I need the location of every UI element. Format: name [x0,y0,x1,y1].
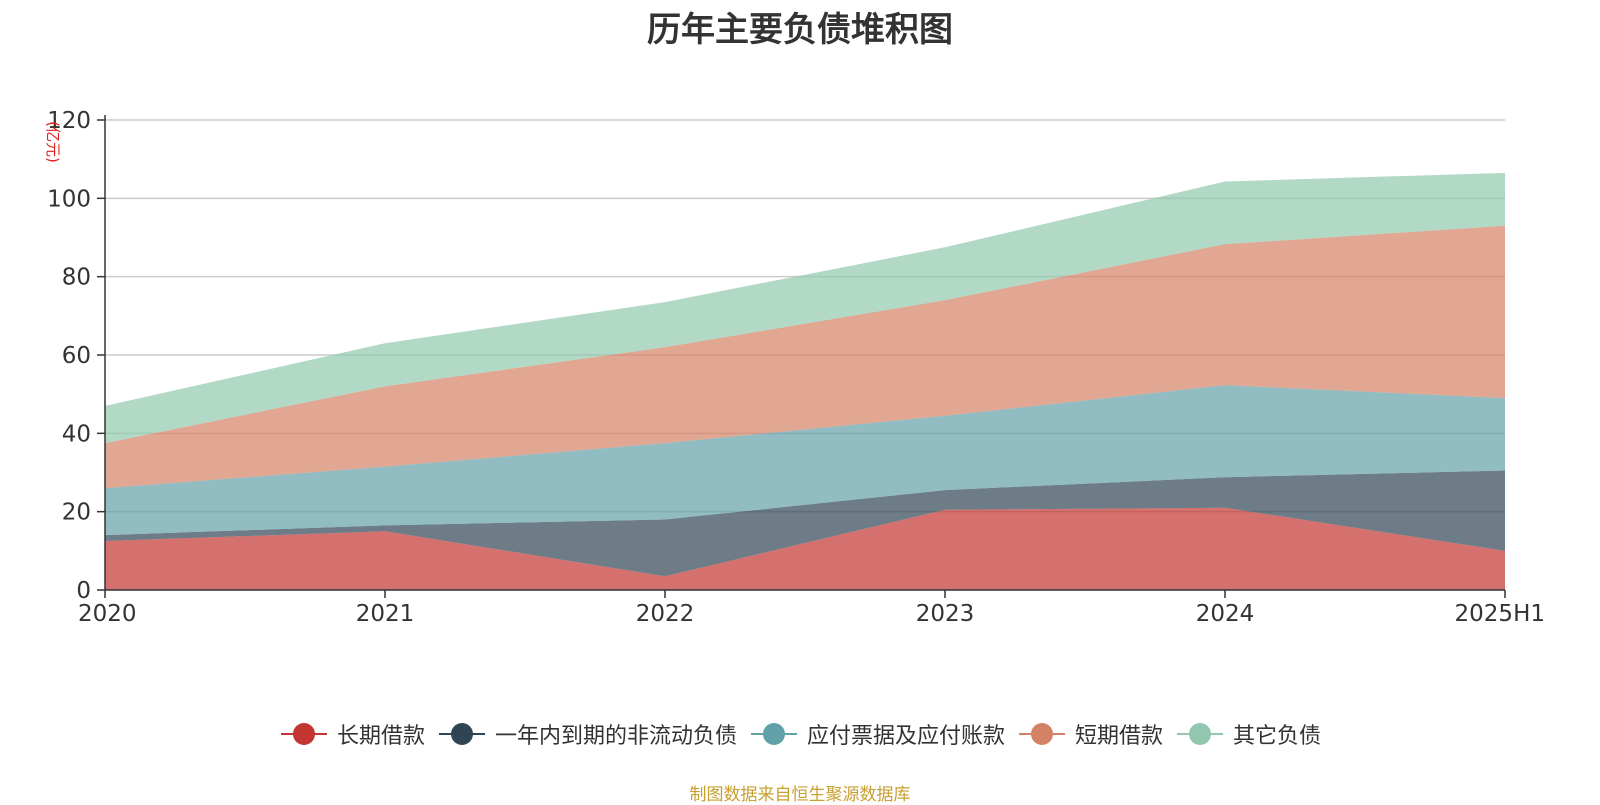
legend-label: 一年内到期的非流动负债 [494,724,737,749]
legend-label: 长期借款 [336,724,425,749]
series-area [105,507,1505,590]
series-area [105,470,1505,577]
legend-swatch-icon [438,723,485,745]
legend-swatch-icon [280,723,327,745]
x-tick-label: 2025H1 [1455,601,1545,627]
axes: 0 20 40 60 80 100 120 2020 2021 2022 2023 2024 2025H… [47,108,1545,627]
legend-label: 短期借款 [1075,724,1164,749]
legend-swatch-icon [750,723,797,745]
legend-item[interactable]: 长期借款 [279,718,425,750]
x-tick-label: 2020 [78,601,137,627]
area-series-layer [105,172,1505,590]
legend: 长期借款 一年内到期的非流动负债 应付票据及应付账款 短期借款 其它负债 [0,718,1600,750]
x-tick-label: 2024 [1196,601,1255,627]
series-area [105,225,1505,489]
y-tick-label: 20 [62,500,91,526]
chart-title: 历年主要负债堆积图 [647,10,953,50]
x-tick-label: 2021 [356,601,415,627]
y-axis-unit-label: (亿元) [44,121,62,163]
y-tick-label: 40 [62,421,91,447]
legend-item[interactable]: 应付票据及应付账款 [749,718,1005,750]
data-source-note: 制图数据来自恒生聚源数据库 [689,785,911,805]
legend-label: 应付票据及应付账款 [806,724,1005,749]
y-tick-label: 0 [76,578,91,604]
y-tick-label: 60 [62,343,91,369]
legend-item[interactable]: 一年内到期的非流动负债 [437,718,737,750]
legend-swatch-icon [1019,723,1065,745]
legend-label: 其它负债 [1233,724,1322,749]
y-tick-label: 80 [62,265,91,291]
y-tick-label: 120 [47,108,91,134]
y-tick-label: 100 [47,186,91,212]
x-tick-label: 2023 [916,601,975,627]
series-area [105,172,1505,444]
legend-swatch-icon [1177,723,1224,745]
series-area [105,385,1505,536]
legend-item[interactable]: 其它负债 [1175,718,1321,750]
x-tick-label: 2022 [636,601,695,627]
legend-item[interactable]: 短期借款 [1017,718,1163,750]
